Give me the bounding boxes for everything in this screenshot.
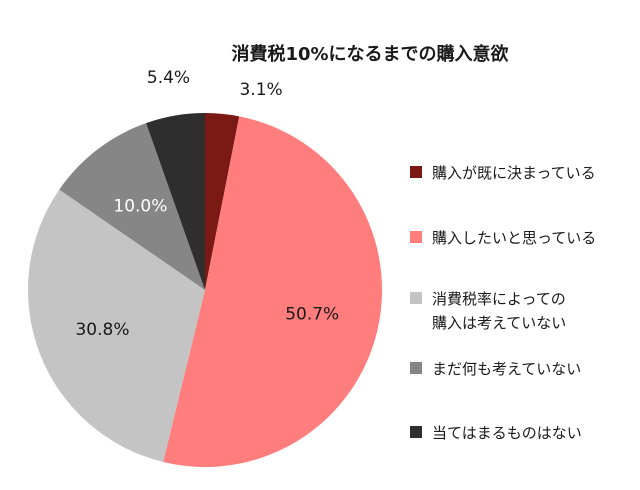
slice-data-label: 30.8%: [75, 320, 129, 340]
pie-slice: [59, 123, 206, 290]
slice-data-label: 50.7%: [285, 305, 339, 325]
pie-slice: [27, 189, 205, 462]
slice-data-label: 5.4%: [147, 68, 190, 88]
legend-swatch: [410, 231, 422, 243]
legend-label: 購入が既に決まっている: [432, 164, 596, 182]
slice-data-label: 10.0%: [113, 197, 167, 217]
chart-title: 消費税10%になるまでの購入意欲: [231, 43, 508, 65]
pie-slice: [205, 113, 240, 290]
pie-slices: [27, 113, 383, 468]
slice-labels: 3.1% 50.7% 30.8% 10.0% 5.4%: [75, 68, 339, 340]
legend-label: 消費税率によっての購入は考えていない: [432, 290, 566, 332]
legend-label: まだ何も考えていない: [432, 360, 581, 378]
legend-swatch: [410, 166, 422, 178]
legend-swatch: [410, 292, 422, 304]
legend-swatch: [410, 362, 422, 374]
legend-label: 当てはまるものはない: [432, 424, 582, 442]
slice-data-label: 3.1%: [239, 80, 282, 100]
legend-swatch: [410, 426, 422, 438]
legend: 購入が既に決まっている購入したいと思っている消費税率によっての購入は考えていない…: [410, 164, 596, 442]
legend-label: 購入したいと思っている: [432, 229, 596, 247]
pie-slice: [146, 113, 205, 290]
pie-slice: [163, 116, 383, 468]
